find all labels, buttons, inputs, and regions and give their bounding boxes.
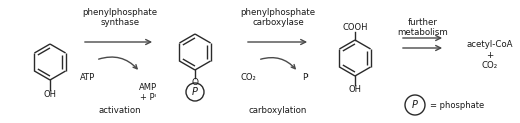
Text: activation: activation: [99, 106, 141, 115]
Text: phenylphosphate
synthase: phenylphosphate synthase: [83, 8, 158, 27]
Text: acetyl-CoA
+
CO₂: acetyl-CoA + CO₂: [467, 40, 513, 70]
Text: = phosphate: = phosphate: [430, 100, 484, 109]
Text: phenylphosphate
carboxylase: phenylphosphate carboxylase: [240, 8, 316, 27]
Text: P: P: [412, 100, 418, 110]
Text: further
metabolism: further metabolism: [398, 18, 448, 37]
Text: ATP: ATP: [81, 74, 96, 83]
Text: O: O: [191, 78, 199, 87]
Text: carboxylation: carboxylation: [249, 106, 307, 115]
Text: AMP
+ Pᴵ: AMP + Pᴵ: [139, 83, 157, 102]
Text: OH: OH: [348, 85, 361, 94]
Text: CO₂: CO₂: [240, 74, 256, 83]
Text: Pᴵ: Pᴵ: [302, 74, 308, 83]
Text: COOH: COOH: [342, 23, 368, 32]
Text: OH: OH: [44, 90, 57, 99]
Text: P: P: [192, 87, 198, 97]
